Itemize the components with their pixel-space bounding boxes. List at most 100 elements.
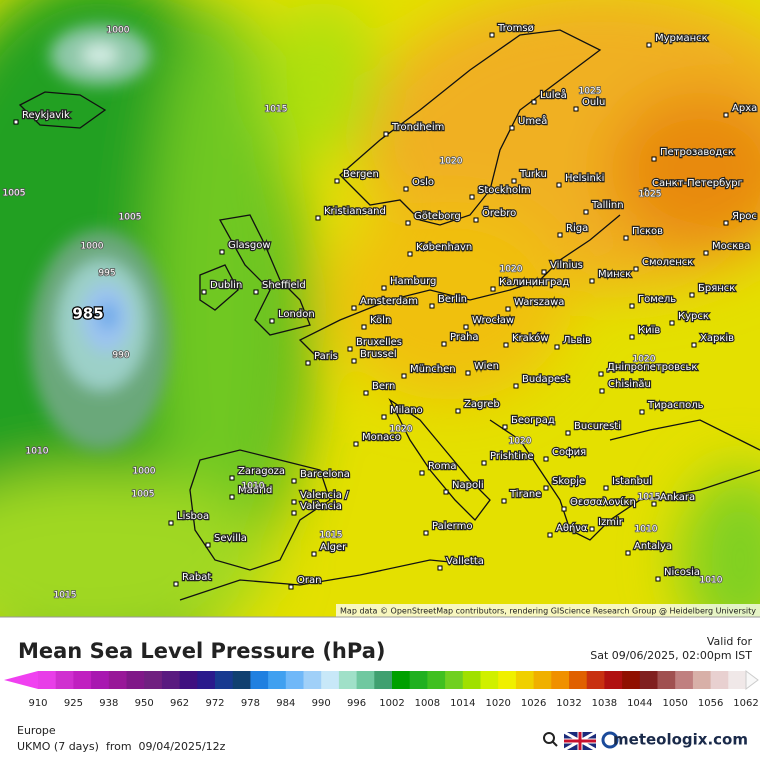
- zoom-icon[interactable]: [543, 732, 555, 744]
- colorbar-tick-label: 972: [205, 698, 224, 709]
- isobar-label: 1015: [638, 493, 661, 503]
- colorbar-segment: [533, 671, 552, 689]
- city-marker: [168, 520, 174, 526]
- city-label: Vilnius: [550, 260, 583, 271]
- colorbar-segment: [215, 671, 234, 689]
- colorbar: 910 925 938 950 962 972 978 984 990 996 1002 1008 10…: [4, 670, 759, 709]
- colorbar-segment: [338, 671, 358, 689]
- city-marker: [347, 346, 353, 352]
- city-marker: [381, 414, 387, 420]
- city-label: Tallinn: [591, 200, 624, 211]
- colorbar-low-arrow: [4, 671, 38, 689]
- city-label: Калининград: [499, 277, 569, 288]
- colorbar-tick-label: 990: [312, 698, 331, 709]
- colorbar-tick-label: 978: [241, 698, 260, 709]
- city-marker: [503, 342, 509, 348]
- city-label: Oran: [297, 575, 321, 586]
- city-marker: [509, 125, 515, 131]
- colorbar-segment: [657, 671, 676, 689]
- city-label: Monaco: [362, 432, 401, 443]
- city-label: Rabat: [182, 572, 211, 583]
- isobar-label: 1005: [3, 189, 26, 199]
- city-marker: [401, 373, 407, 379]
- colorbar-segment: [392, 671, 411, 689]
- isobar-label: 990: [112, 351, 129, 361]
- city-marker: [703, 250, 709, 256]
- colorbar-segment: [622, 671, 641, 689]
- city-marker: [723, 220, 729, 226]
- brand-logo: [601, 731, 619, 749]
- colorbar-tick-label: 1002: [379, 698, 404, 709]
- city-label: Hamburg: [390, 276, 436, 287]
- city-label: Oslo: [412, 177, 434, 188]
- isobar-label: 1020: [440, 157, 463, 167]
- city-label: Brussel: [360, 349, 397, 360]
- city-marker: [269, 318, 275, 324]
- colorbar-segment: [498, 671, 517, 689]
- city-marker: [351, 358, 357, 364]
- city-label: Trondheim: [391, 122, 444, 133]
- colorbar-segment: [710, 671, 729, 689]
- isobar-label: 995: [98, 269, 115, 279]
- toolbar: meteologix.com: [543, 730, 748, 752]
- city-marker: [351, 305, 357, 311]
- brand[interactable]: meteologix.com: [613, 731, 748, 749]
- city-label: Смоленск: [642, 257, 693, 268]
- city-label: Москва: [712, 241, 750, 252]
- city-label: Göteborg: [414, 211, 461, 222]
- city-marker: [633, 266, 639, 272]
- city-marker: [651, 501, 657, 507]
- colorbar-segment: [374, 671, 393, 689]
- city-marker: [501, 498, 507, 504]
- city-label: Tromsø: [497, 23, 534, 34]
- city-label: Wien: [474, 361, 499, 372]
- model-run: UKMO (7 days) from 09/04/2025/12z: [17, 740, 226, 753]
- colorbar-tick-label: 1020: [485, 698, 510, 709]
- colorbar-tick-label: 1062: [733, 698, 758, 709]
- city-label: Bruxelles: [356, 337, 402, 348]
- city-label: Skopje: [552, 476, 585, 487]
- city-marker: [311, 551, 317, 557]
- city-label: København: [416, 242, 472, 253]
- city-marker: [639, 409, 645, 415]
- city-marker: [291, 510, 297, 516]
- language-flag[interactable]: [563, 730, 597, 752]
- colorbar-segment: [409, 671, 428, 689]
- city-label: Bern: [372, 381, 395, 392]
- colorbar-segment: [604, 671, 623, 689]
- attribution-bg: [336, 604, 760, 617]
- city-label: Санкт-Петербург: [652, 178, 743, 189]
- city-label: Львів: [563, 334, 591, 346]
- city-marker: [589, 526, 595, 532]
- city-label: Ярос: [732, 211, 757, 222]
- isobar-label: 1015: [265, 105, 288, 115]
- city-label: Dublin: [210, 280, 242, 291]
- colorbar-segment: [303, 671, 322, 689]
- city-label: Nicosia: [664, 567, 700, 578]
- city-label: Izmir: [598, 517, 624, 528]
- city-marker: [353, 441, 359, 447]
- city-marker: [625, 550, 631, 556]
- city-label: Мурманск: [655, 33, 708, 44]
- city-marker: [403, 186, 409, 192]
- city-label: Харків: [700, 332, 734, 344]
- isobar-label: 1020: [633, 355, 656, 365]
- city-label: Budapest: [522, 374, 569, 385]
- city-marker: [291, 499, 297, 505]
- city-marker: [253, 289, 259, 295]
- colorbar-tick-label: 962: [170, 698, 189, 709]
- city-label: Курск: [678, 311, 709, 322]
- isobar-label: 1010: [242, 482, 265, 492]
- city-label: London: [278, 309, 315, 320]
- colorbar-tick-label: 996: [347, 698, 366, 709]
- colorbar-segment: [232, 671, 251, 689]
- city-marker: [557, 232, 563, 238]
- zoom-handle: [552, 741, 558, 747]
- city-marker: [513, 383, 519, 389]
- city-label: Псков: [632, 226, 663, 237]
- city-label: Valencia /: [300, 490, 349, 501]
- city-marker: [502, 424, 508, 430]
- city-marker: [543, 485, 549, 491]
- city-label: Арха: [732, 103, 757, 114]
